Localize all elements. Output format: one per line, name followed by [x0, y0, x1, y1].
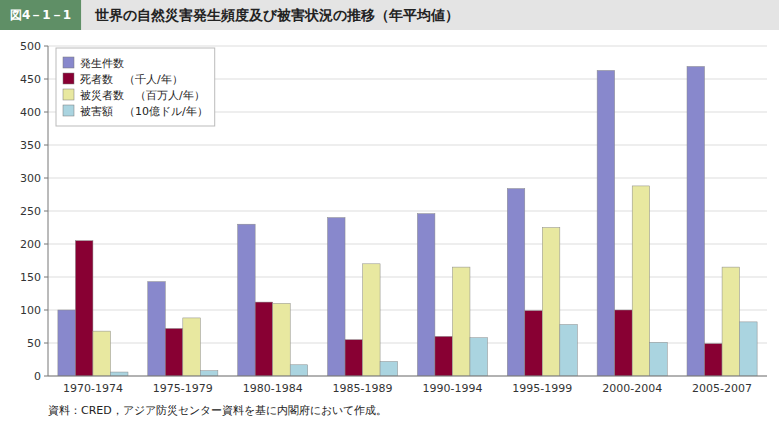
bar: [722, 267, 740, 376]
grid-line: [48, 211, 767, 212]
legend-frame: [56, 48, 215, 126]
y-tick-label: 200: [20, 238, 41, 251]
x-tick-label: 1970-1974: [63, 382, 123, 395]
legend-label: 発生件数: [80, 57, 124, 70]
x-tick-label: 1990-1994: [422, 382, 482, 395]
x-tick-label: 1980-1984: [243, 382, 303, 395]
footer-note: 資料：CRED，アジア防災センター資料を基に内閣府において作成。: [48, 404, 387, 417]
bar: [542, 228, 560, 377]
y-tick: [44, 376, 48, 377]
bar: [650, 342, 668, 376]
bar: [380, 361, 398, 376]
bar: [110, 372, 128, 376]
grid-line: [48, 277, 767, 278]
legend-label: 被害額 （10億ドル/年）: [80, 105, 208, 118]
bar: [290, 365, 308, 376]
x-tick-label: 1975-1979: [153, 382, 213, 395]
bar: [183, 318, 201, 376]
bar: [165, 328, 183, 376]
y-axis: 0 50 100 150 200 250 300 350 400 450 500: [20, 40, 48, 383]
y-tick-label: 300: [20, 172, 41, 185]
chart: 図4－1－1 世界の自然災害発生頻度及び被害状況の推移（年平均値） 0 50 100 15…: [0, 0, 779, 422]
y-tick: [44, 244, 48, 245]
grid: [48, 46, 767, 376]
bar: [560, 325, 578, 376]
legend-swatch: [63, 73, 74, 84]
figure-label: 図4－1－1: [10, 8, 71, 22]
bar: [687, 66, 705, 376]
x-tick-label: 2000-2004: [602, 382, 662, 395]
legend-label: 死者数 （千人/年）: [80, 73, 183, 86]
bar: [363, 264, 381, 376]
y-axis-line: [48, 46, 49, 376]
y-tick-label: 350: [20, 139, 41, 152]
grid-line: [48, 145, 767, 146]
y-tick-label: 400: [20, 106, 41, 119]
legend-swatch: [63, 105, 74, 116]
bar: [470, 338, 488, 376]
header-background: [0, 0, 779, 30]
x-tick-label: 1985-1989: [333, 382, 393, 395]
x-tick-label: 2005-2007: [692, 382, 752, 395]
legend-label: 被災者数 （百万人/年）: [80, 89, 205, 102]
bar: [452, 267, 470, 376]
legend-swatch: [63, 57, 74, 68]
title: 世界の自然災害発生頻度及び被害状況の推移（年平均値）: [94, 7, 459, 23]
x-axis: 1970-1974 1975-1979 1980-1984 1985-1989 1990…: [63, 382, 752, 395]
y-tick: [44, 178, 48, 179]
bar: [273, 303, 291, 376]
grid-line: [48, 46, 767, 47]
y-tick-label: 150: [20, 271, 41, 284]
y-tick: [44, 79, 48, 80]
bar: [75, 241, 93, 376]
bar: [705, 344, 723, 376]
legend-swatch: [63, 89, 74, 100]
bar: [507, 189, 525, 376]
bar: [632, 186, 650, 376]
y-tick: [44, 145, 48, 146]
figure-label-box: [0, 0, 81, 30]
x-axis-line: [48, 376, 767, 377]
y-tick-label: 100: [20, 304, 41, 317]
y-tick-label: 250: [20, 205, 41, 218]
bar: [58, 310, 76, 376]
y-tick: [44, 112, 48, 113]
bar: [238, 224, 256, 376]
y-tick: [44, 211, 48, 212]
y-tick-label: 50: [27, 337, 41, 350]
y-tick: [44, 46, 48, 47]
bar: [328, 218, 346, 376]
bar: [615, 310, 633, 376]
bar: [255, 302, 273, 376]
bar: [597, 70, 615, 376]
bar: [435, 336, 453, 376]
grid-line: [48, 178, 767, 179]
y-tick-label: 500: [20, 40, 41, 53]
y-tick-label: 450: [20, 73, 41, 86]
legend: 発生件数死者数 （千人/年） 被災者数 （百万人/年） 被害額 （10億ドル/年）: [56, 48, 215, 126]
y-tick: [44, 277, 48, 278]
bar: [417, 214, 435, 376]
y-tick-label: 0: [34, 370, 41, 383]
x-tick-label: 1995-1999: [512, 382, 572, 395]
bar: [200, 371, 218, 376]
y-tick: [44, 310, 48, 311]
bar: [525, 311, 543, 376]
bar: [148, 282, 166, 376]
bars: [58, 66, 757, 376]
bar: [345, 340, 363, 376]
grid-line: [48, 244, 767, 245]
bar: [740, 322, 758, 376]
y-tick: [44, 343, 48, 344]
grid-line: [48, 376, 767, 377]
bar: [93, 331, 111, 376]
